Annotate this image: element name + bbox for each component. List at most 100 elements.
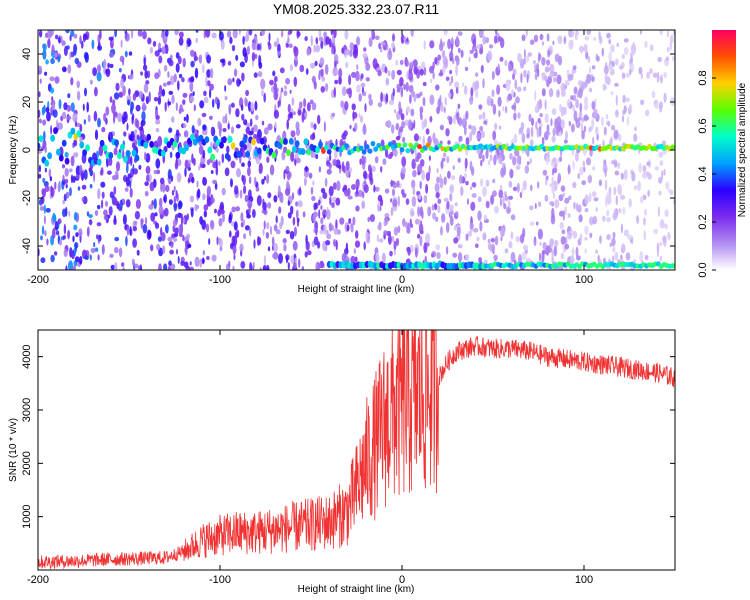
spectrogram-cell bbox=[505, 80, 511, 92]
spectrogram-cell bbox=[395, 59, 399, 66]
spectrogram-line-cell bbox=[402, 142, 408, 148]
spectrogram-cell bbox=[283, 146, 288, 153]
spectrogram-cell bbox=[173, 73, 177, 83]
spectrogram-cell bbox=[622, 206, 626, 215]
spectrogram-cell bbox=[551, 108, 557, 116]
spectrogram-cell bbox=[347, 195, 353, 200]
spectrogram-cell bbox=[167, 169, 172, 180]
spectrogram-cell bbox=[546, 33, 550, 42]
spectrogram-cell bbox=[186, 213, 189, 221]
spectrogram-cell bbox=[285, 43, 289, 48]
spectrogram-cell bbox=[504, 248, 509, 254]
spectrogram-cell bbox=[649, 68, 653, 74]
spectrogram-cell bbox=[508, 240, 513, 249]
spectrogram-cell bbox=[331, 112, 336, 117]
spectrogram-cell bbox=[133, 220, 138, 226]
spectrogram-cell bbox=[253, 239, 256, 249]
spectrogram-cell bbox=[320, 86, 326, 93]
spectrogram-cell bbox=[49, 176, 53, 182]
spectrogram-line-cell bbox=[149, 140, 155, 148]
spectrogram-cell bbox=[318, 209, 321, 219]
spectrogram-cell bbox=[432, 212, 437, 220]
spectrogram-cell bbox=[103, 64, 106, 75]
spectrogram-cell bbox=[285, 77, 291, 85]
spectrogram-cell bbox=[90, 247, 96, 254]
spectrogram-cell bbox=[385, 93, 389, 103]
spectrogram-line-cell bbox=[318, 141, 323, 149]
spectrogram-cell bbox=[162, 182, 166, 193]
spectrogram-cell bbox=[158, 263, 162, 270]
spectrogram-cell bbox=[109, 96, 113, 103]
spectrogram-cell bbox=[263, 127, 269, 135]
spectrogram-cell bbox=[363, 179, 366, 185]
spectrogram-cell bbox=[592, 136, 595, 145]
spectrogram-cell bbox=[175, 102, 178, 111]
spectrogram-cell bbox=[318, 72, 321, 81]
spectrogram-cell bbox=[233, 221, 238, 231]
spectrogram-cell bbox=[261, 178, 265, 185]
spectrogram-cell bbox=[310, 35, 313, 47]
spectrogram-cell bbox=[589, 126, 593, 132]
spectrogram-cell bbox=[57, 122, 63, 130]
spectrogram-cell bbox=[562, 192, 565, 197]
spectrogram-cell bbox=[613, 161, 618, 168]
spectrogram-cell bbox=[396, 180, 400, 188]
spectrogram-cell bbox=[73, 224, 78, 231]
spectrogram-y-tick-label: -20 bbox=[21, 190, 33, 206]
snr-x-tick-label: 100 bbox=[575, 574, 593, 586]
spectrogram-line-cell bbox=[230, 142, 236, 150]
spectrogram-cell bbox=[382, 158, 387, 166]
spectrogram-cell bbox=[169, 249, 175, 255]
spectrogram-cell bbox=[120, 78, 124, 89]
spectrogram-cell bbox=[565, 130, 568, 141]
spectrogram-cell bbox=[367, 216, 371, 223]
spectrogram-cell bbox=[335, 239, 338, 251]
spectrogram-cell bbox=[581, 81, 586, 90]
spectrogram-cell bbox=[145, 96, 150, 105]
spectrogram-cell bbox=[519, 192, 523, 199]
spectrogram-cell bbox=[214, 96, 219, 105]
spectrogram-line-cell bbox=[245, 150, 251, 158]
spectrogram-cell bbox=[526, 161, 530, 166]
spectrogram-cell bbox=[165, 184, 170, 193]
spectrogram-cell bbox=[449, 69, 452, 75]
spectrogram-cell bbox=[356, 185, 359, 195]
spectrogram-cell bbox=[644, 109, 650, 117]
spectrogram-cell bbox=[485, 37, 490, 44]
spectrogram-cell bbox=[497, 36, 503, 42]
spectrogram-cell bbox=[279, 90, 282, 101]
spectrogram-cell bbox=[487, 242, 492, 251]
spectrogram-cell bbox=[558, 132, 562, 137]
spectrogram-cell bbox=[351, 71, 357, 78]
spectrogram-cell bbox=[233, 30, 237, 35]
spectrogram-cell bbox=[539, 252, 541, 262]
spectrogram-cell bbox=[68, 210, 71, 217]
spectrogram-cell bbox=[319, 229, 324, 235]
spectrogram-cell bbox=[194, 67, 199, 79]
spectrogram-cell bbox=[283, 243, 287, 252]
spectrogram-line-cell bbox=[315, 146, 320, 154]
spectrogram-cell bbox=[202, 250, 205, 256]
spectrogram-cell bbox=[257, 71, 263, 78]
spectrogram-cell bbox=[623, 229, 629, 237]
spectrogram-cell bbox=[124, 50, 128, 58]
spectrogram-cell bbox=[454, 81, 460, 89]
spectrogram-cell bbox=[96, 71, 102, 82]
spectrogram-cell bbox=[240, 212, 244, 222]
spectrogram-cell bbox=[287, 37, 290, 44]
spectrogram-cell bbox=[100, 181, 106, 188]
spectrogram-cell bbox=[387, 154, 393, 160]
spectrogram-cell bbox=[325, 36, 330, 45]
spectrogram-line-cell bbox=[670, 144, 675, 150]
spectrogram-cell bbox=[361, 200, 366, 209]
spectrogram-cell bbox=[242, 175, 246, 186]
spectrogram-cell bbox=[88, 214, 93, 219]
spectrogram-cell bbox=[96, 222, 102, 227]
spectrogram-cell bbox=[536, 127, 540, 138]
spectrogram-cell bbox=[592, 101, 595, 109]
spectrogram-cell bbox=[156, 244, 161, 251]
spectrogram-cell bbox=[523, 48, 526, 59]
spectrogram-cell bbox=[349, 42, 354, 51]
spectrogram-cell bbox=[659, 160, 664, 167]
spectrogram-line-cell bbox=[236, 150, 242, 158]
